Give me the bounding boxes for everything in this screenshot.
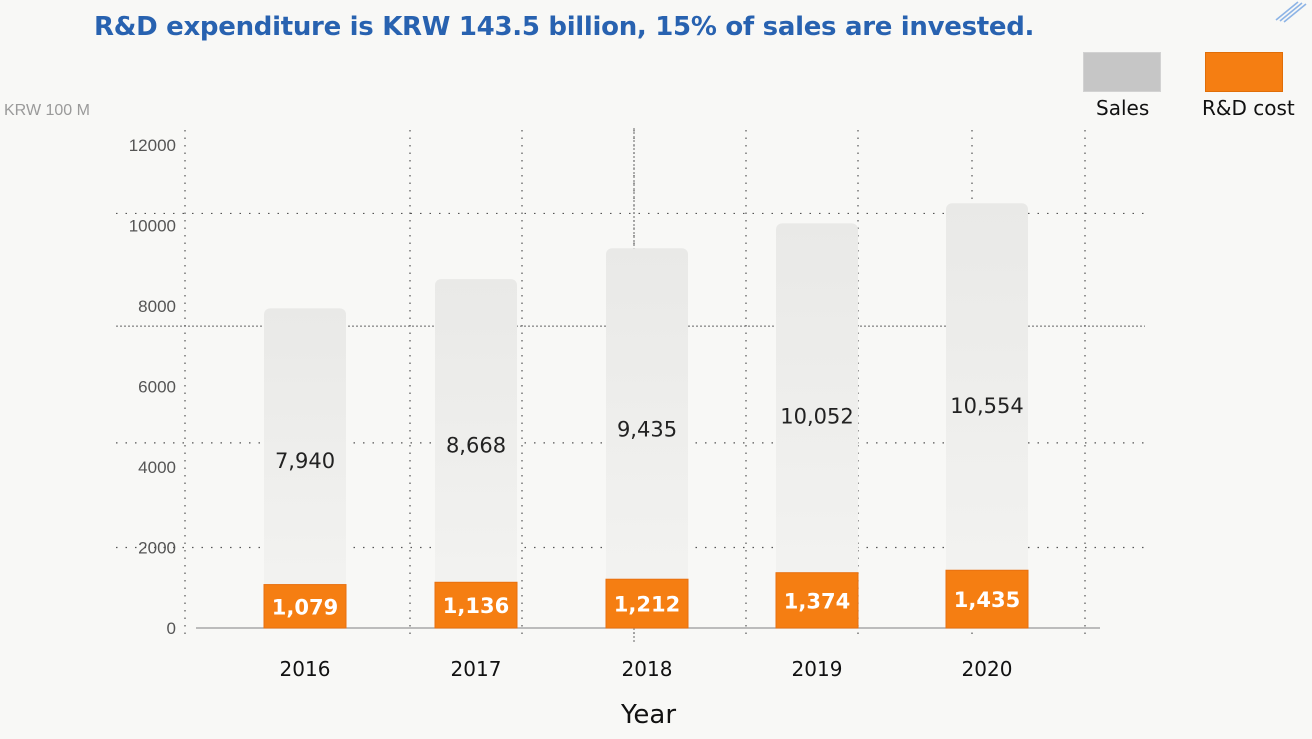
chart-title: R&D expenditure is KRW 143.5 billion, 15… [94, 12, 1035, 42]
legend-swatch-sales [1083, 52, 1161, 92]
rd-value-label-2018: 1,212 [614, 593, 680, 617]
rd-value-label-2016: 1,079 [272, 595, 338, 619]
x-tick-label-2019: 2019 [792, 657, 843, 681]
sales-value-label-2016: 7,940 [275, 449, 335, 473]
sales-bar-2020 [946, 203, 1028, 628]
y-tick-label-6: 12000 [129, 136, 176, 155]
rd-bar-2016 [263, 584, 347, 629]
x-tick-label-2018: 2018 [622, 657, 673, 681]
y-tick-label-1: 2000 [138, 539, 176, 558]
legend-label-sales: Sales [1096, 96, 1150, 120]
x-tick-label-2017: 2017 [451, 657, 502, 681]
rd-value-label-2019: 1,374 [784, 589, 850, 613]
legend-swatch-rd-cost [1205, 52, 1283, 92]
x-tick-label-2020: 2020 [962, 657, 1013, 681]
rd-value-label-2020: 1,435 [954, 588, 1020, 612]
sales-bar-2018 [606, 248, 688, 628]
rd-bar-2019 [775, 572, 859, 629]
sales-value-label-2018: 9,435 [617, 418, 677, 442]
rd-bar-2018 [605, 578, 689, 629]
y-tick-label-3: 6000 [138, 378, 176, 397]
y-tick-label-2: 4000 [138, 458, 176, 477]
legend-label-rd-cost: R&D cost [1202, 96, 1295, 120]
sales-bar-2017 [435, 279, 517, 628]
x-axis-title: Year [621, 700, 677, 730]
y-axis-unit-label: KRW 100 M [4, 102, 90, 119]
sales-bar-2019 [776, 223, 858, 629]
y-tick-label-5: 10000 [129, 217, 176, 236]
y-tick-label-0: 0 [167, 619, 176, 638]
rd-bar-2020 [945, 569, 1029, 629]
sales-bar-2016 [264, 308, 346, 628]
sales-value-label-2017: 8,668 [446, 434, 506, 458]
rd-bar-2017 [434, 581, 518, 629]
sales-value-label-2020: 10,554 [950, 394, 1023, 418]
rd-value-label-2017: 1,136 [443, 594, 509, 618]
x-tick-label-2016: 2016 [280, 657, 331, 681]
corner-decoration-icon [1275, 1, 1307, 23]
sales-value-label-2019: 10,052 [780, 405, 853, 429]
y-tick-label-4: 8000 [138, 297, 176, 316]
